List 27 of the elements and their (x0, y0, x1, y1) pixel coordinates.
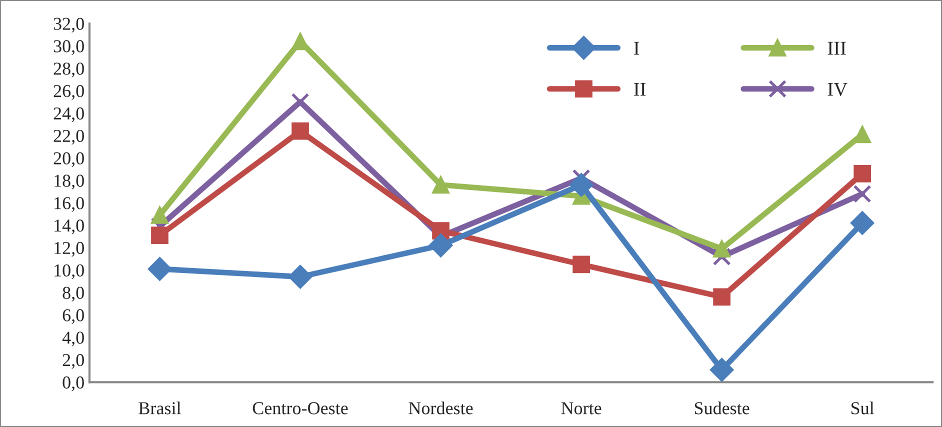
y-tick-label: 10,0 (54, 264, 84, 280)
y-tick-label: 32,0 (54, 18, 84, 33)
x-tick-label: Sudeste (694, 402, 750, 414)
y-tick-label: 2,0 (62, 354, 84, 369)
y-tick-label: 18,0 (54, 174, 84, 190)
y-tick-label: 16,0 (54, 197, 84, 212)
y-tick-label: 12,0 (54, 242, 84, 257)
y-tick-label: 28,0 (54, 62, 84, 78)
x-tick-label: Norte (561, 402, 602, 414)
y-tick-label: 22,0 (54, 130, 84, 145)
y-tick-label: 8,0 (62, 286, 84, 302)
legend-label: III (828, 42, 846, 55)
y-tick-label: 24,0 (54, 107, 84, 122)
x-tick-label: Centro-Oeste (252, 402, 348, 414)
y-tick-label: 4,0 (62, 332, 84, 346)
y-tick-label: 20,0 (54, 152, 84, 168)
y-tick-label: 6,0 (62, 309, 84, 324)
y-tick-label: 30,0 (54, 40, 84, 55)
x-tick-label: Brasil (138, 402, 181, 414)
legend-label: I (634, 42, 640, 55)
y-tick-label: 0,0 (62, 376, 84, 392)
x-tick-label: Nordeste (408, 402, 473, 414)
legend-label: IV (828, 82, 848, 96)
legend-label: II (634, 82, 646, 96)
x-tick-label: Sul (851, 402, 874, 414)
y-tick-label: 14,0 (54, 220, 84, 234)
y-tick-label: 26,0 (54, 84, 84, 100)
